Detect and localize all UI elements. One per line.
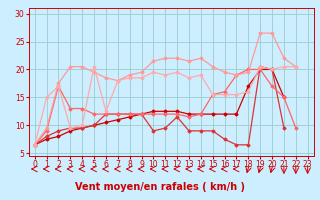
Text: Vent moyen/en rafales ( km/h ): Vent moyen/en rafales ( km/h )	[75, 182, 245, 192]
